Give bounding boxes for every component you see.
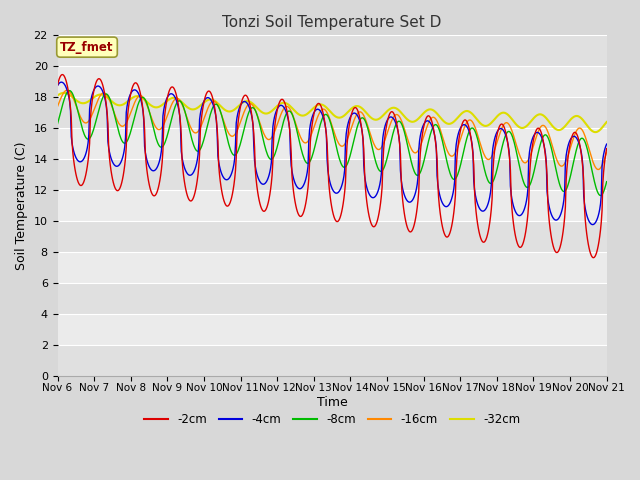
-4cm — [399, 189, 407, 195]
-16cm — [63, 87, 71, 93]
-32cm — [177, 98, 184, 104]
-4cm — [54, 83, 61, 88]
Line: -8cm: -8cm — [58, 91, 607, 195]
-2cm — [205, 88, 213, 94]
-4cm — [415, 138, 423, 144]
Bar — [58, 221, 607, 252]
Bar — [58, 128, 607, 159]
-32cm — [121, 101, 129, 107]
-2cm — [603, 146, 611, 152]
Bar — [58, 36, 607, 66]
-2cm — [121, 162, 129, 168]
-8cm — [603, 179, 611, 185]
-4cm — [58, 79, 65, 85]
-16cm — [399, 123, 407, 129]
Bar — [58, 190, 607, 221]
Text: TZ_fmet: TZ_fmet — [60, 41, 114, 54]
-4cm — [177, 124, 184, 130]
-2cm — [399, 204, 407, 210]
-16cm — [54, 104, 61, 109]
-32cm — [591, 129, 599, 135]
Bar — [58, 345, 607, 375]
Line: -16cm: -16cm — [58, 90, 607, 169]
-8cm — [177, 98, 184, 104]
-16cm — [415, 145, 423, 151]
Line: -2cm: -2cm — [58, 74, 607, 258]
Title: Tonzi Soil Temperature Set D: Tonzi Soil Temperature Set D — [222, 15, 442, 30]
Line: -32cm: -32cm — [58, 93, 607, 132]
-32cm — [61, 90, 68, 96]
Bar — [58, 283, 607, 314]
-16cm — [177, 98, 184, 104]
Y-axis label: Soil Temperature (C): Soil Temperature (C) — [15, 141, 28, 270]
-32cm — [205, 96, 213, 102]
Bar — [58, 314, 607, 345]
X-axis label: Time: Time — [317, 396, 348, 409]
-16cm — [65, 87, 72, 93]
-32cm — [603, 119, 611, 125]
-8cm — [54, 121, 61, 127]
-4cm — [603, 141, 611, 147]
-4cm — [205, 96, 213, 101]
-2cm — [65, 87, 72, 93]
Legend: -2cm, -4cm, -8cm, -16cm, -32cm: -2cm, -4cm, -8cm, -16cm, -32cm — [140, 408, 525, 431]
-8cm — [66, 88, 74, 94]
-32cm — [415, 115, 423, 120]
-2cm — [415, 164, 423, 170]
-4cm — [121, 144, 129, 150]
-2cm — [58, 72, 66, 77]
-2cm — [177, 120, 184, 126]
-32cm — [54, 93, 61, 98]
Bar — [58, 159, 607, 190]
-8cm — [205, 115, 213, 120]
-16cm — [205, 102, 213, 108]
-8cm — [121, 140, 129, 146]
Bar — [58, 4, 607, 36]
-2cm — [590, 255, 598, 261]
-4cm — [589, 222, 596, 228]
-2cm — [54, 82, 61, 88]
Bar — [58, 66, 607, 97]
Line: -4cm: -4cm — [58, 82, 607, 225]
-16cm — [603, 149, 611, 155]
-8cm — [63, 89, 71, 95]
-32cm — [399, 112, 407, 118]
Bar — [58, 252, 607, 283]
-8cm — [596, 192, 604, 198]
-16cm — [595, 167, 602, 172]
-4cm — [65, 91, 72, 97]
-8cm — [415, 171, 423, 177]
-16cm — [121, 122, 129, 128]
Bar — [58, 97, 607, 128]
-8cm — [399, 126, 407, 132]
-32cm — [65, 91, 72, 97]
